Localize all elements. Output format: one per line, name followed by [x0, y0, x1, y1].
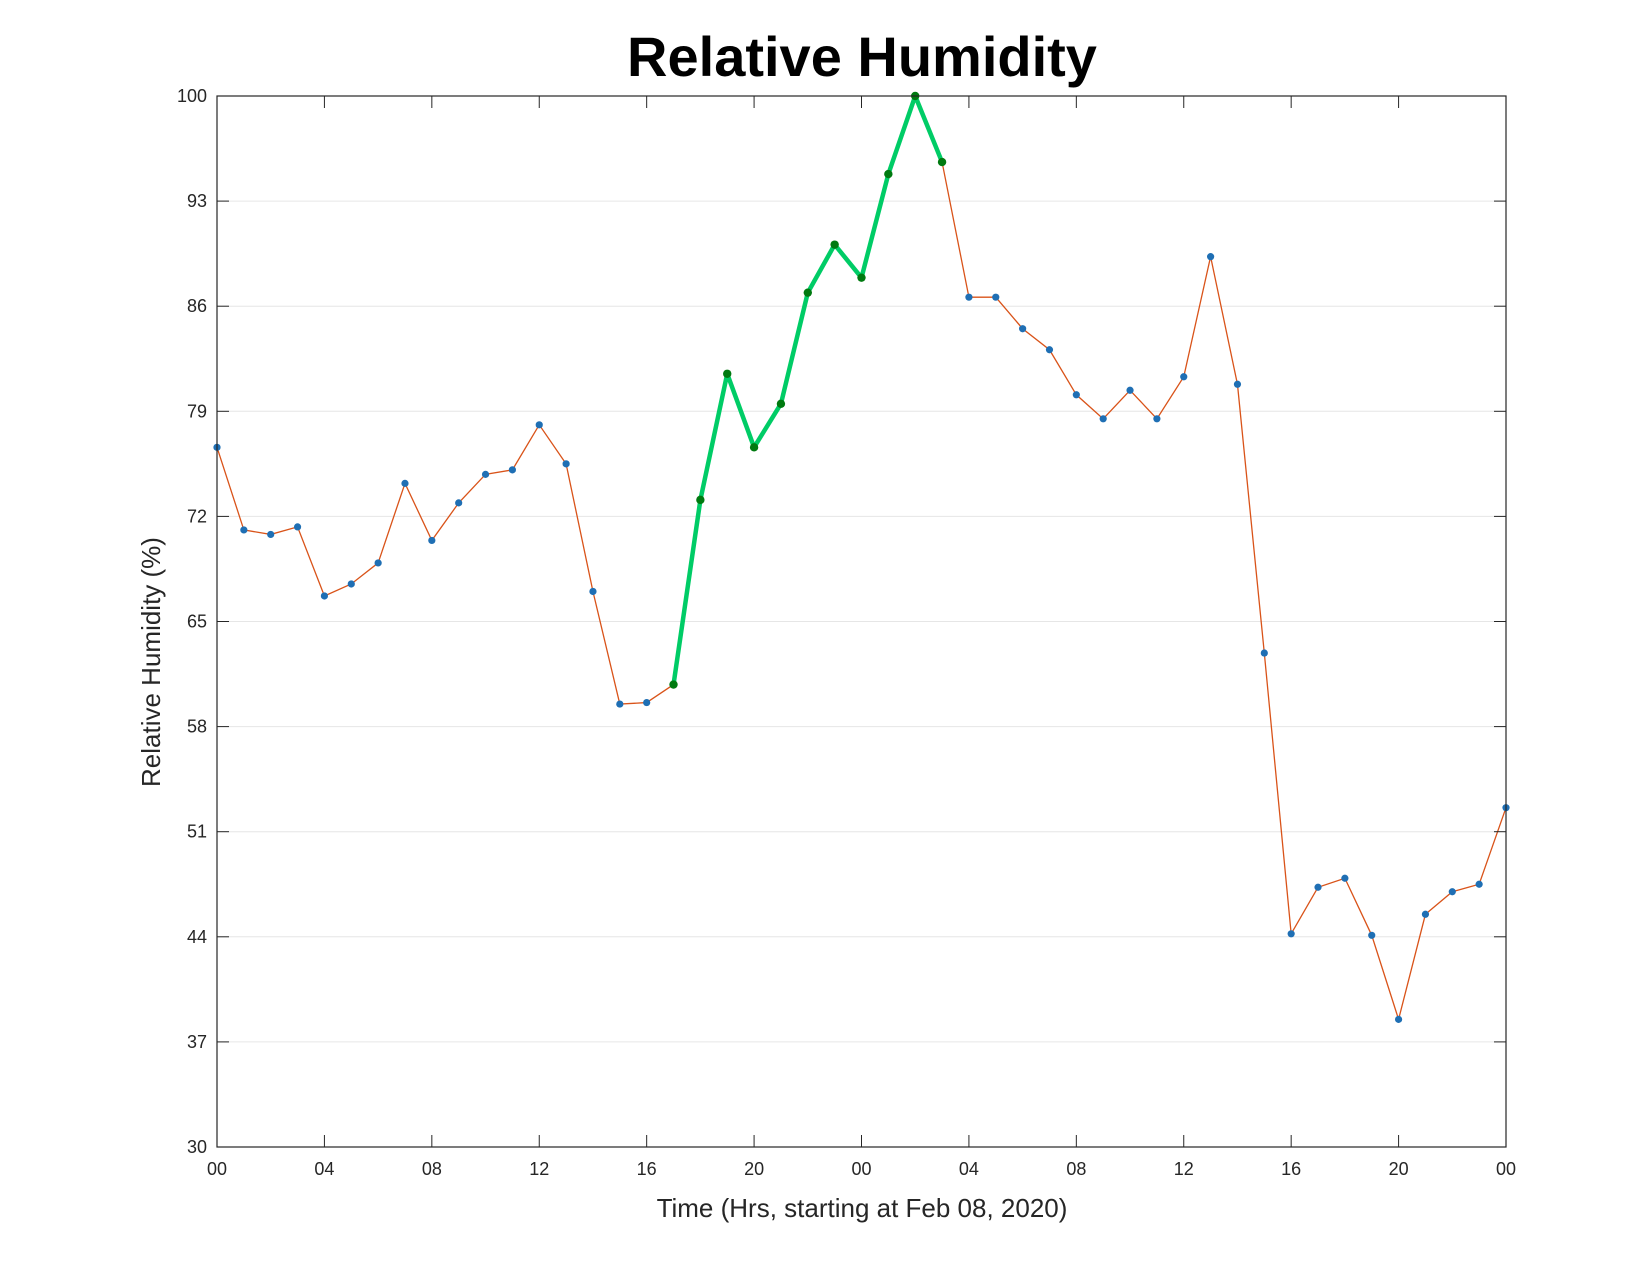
data-point: [1421, 910, 1430, 918]
x-tick-label: 08: [1066, 1159, 1086, 1179]
data-point: [1260, 649, 1268, 657]
series-highlight: [669, 91, 947, 689]
highlight-point: [696, 495, 705, 505]
gridlines: [217, 200, 1506, 1043]
data-point: [481, 470, 490, 478]
data-point: [1394, 1015, 1403, 1023]
data-point: [1341, 874, 1349, 882]
x-tick-label: 00: [207, 1159, 227, 1179]
data-point: [428, 536, 436, 545]
series-line: [216, 94, 1507, 1022]
highlight-point: [669, 680, 678, 689]
highlight-point: [884, 169, 893, 179]
data-point: [643, 698, 651, 707]
data-point: [1019, 325, 1027, 333]
data-point: [1287, 930, 1295, 938]
x-tick-label: 00: [1496, 1159, 1516, 1179]
data-point: [1233, 380, 1242, 388]
y-tick-label: 37: [187, 1032, 207, 1052]
x-tick-label: 04: [314, 1159, 334, 1179]
chart-title: Relative Humidity: [627, 25, 1097, 88]
y-axis-ticks: 30 37 44 51 58 65 72 79 86 93 100: [177, 86, 1506, 1157]
data-point: [1207, 253, 1215, 261]
data-point: [374, 559, 382, 567]
y-tick-label: 93: [187, 191, 207, 211]
x-tick-label: 16: [1281, 1159, 1301, 1179]
highlight-point: [749, 443, 759, 452]
x-tick-label: 16: [637, 1159, 657, 1179]
data-point: [1072, 391, 1080, 399]
x-axis-ticks: 00 04 08 12 16 20 00 04 08 12 16 20 00: [207, 96, 1516, 1179]
series-main: [213, 92, 1510, 1023]
data-point: [347, 580, 355, 588]
data-point: [1368, 931, 1376, 939]
x-tick-label: 12: [1174, 1159, 1194, 1179]
data-point: [1126, 386, 1134, 394]
data-point: [1099, 415, 1107, 423]
data-point: [1045, 346, 1054, 354]
highlight-point: [723, 369, 732, 378]
x-tick-label: 20: [744, 1159, 764, 1179]
data-point: [1475, 880, 1483, 888]
highlight-point: [803, 288, 812, 297]
y-tick-label: 79: [187, 401, 207, 421]
y-tick-label: 65: [187, 612, 207, 632]
y-tick-label: 100: [177, 86, 207, 106]
x-tick-label: 12: [529, 1159, 549, 1179]
data-point: [320, 592, 329, 600]
data-point: [992, 293, 1000, 301]
y-tick-label: 72: [187, 506, 207, 526]
data-point: [1448, 888, 1456, 896]
data-point: [293, 523, 302, 531]
highlight-point: [937, 157, 947, 167]
data-point: [240, 526, 248, 534]
y-tick-label: 51: [187, 822, 207, 842]
data-point: [1153, 415, 1161, 423]
y-tick-label: 86: [187, 296, 207, 316]
data-point: [508, 466, 516, 474]
x-tick-label: 00: [851, 1159, 871, 1179]
data-point: [965, 293, 973, 301]
data-point: [535, 421, 543, 429]
data-point: [455, 499, 463, 507]
data-point: [562, 460, 570, 468]
highlight-point: [830, 240, 839, 249]
highlight-line: [671, 93, 945, 685]
y-tick-label: 58: [187, 717, 207, 737]
highlight-point: [857, 273, 866, 282]
data-point: [1314, 883, 1322, 891]
y-axis-label: Relative Humidity (%): [136, 537, 166, 787]
x-tick-label: 20: [1389, 1159, 1409, 1179]
data-point: [1180, 373, 1188, 381]
highlight-point: [776, 399, 786, 408]
y-tick-label: 30: [187, 1137, 207, 1157]
x-tick-label: 04: [959, 1159, 979, 1179]
data-point: [267, 530, 275, 539]
data-point: [589, 587, 597, 596]
x-tick-label: 08: [422, 1159, 442, 1179]
x-axis-label: Time (Hrs, starting at Feb 08, 2020): [657, 1193, 1068, 1223]
y-tick-label: 44: [187, 927, 207, 947]
data-point: [616, 700, 624, 708]
data-point: [401, 479, 409, 487]
